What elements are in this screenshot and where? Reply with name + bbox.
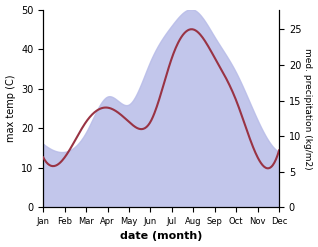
Y-axis label: med. precipitation (kg/m2): med. precipitation (kg/m2) [303,48,313,169]
Y-axis label: max temp (C): max temp (C) [5,75,16,142]
X-axis label: date (month): date (month) [120,231,202,242]
